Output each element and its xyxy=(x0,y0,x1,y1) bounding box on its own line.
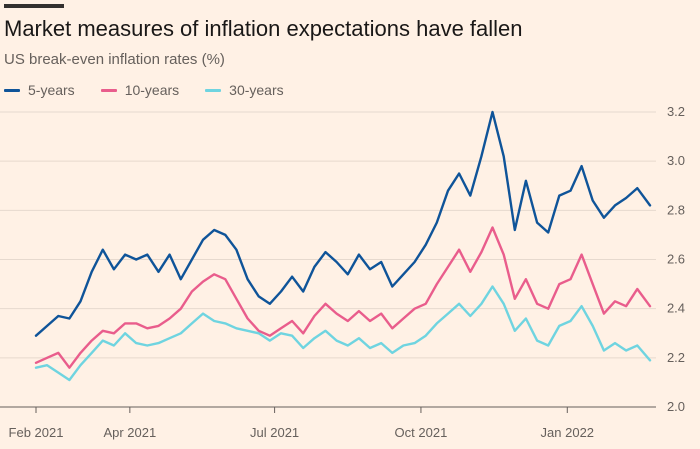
series-line-5-years xyxy=(34,110,652,337)
series-line-10-years xyxy=(34,226,652,369)
x-tick-label: Oct 2021 xyxy=(395,425,448,440)
y-tick-label: 2.0 xyxy=(667,399,685,414)
x-tick-label: Feb 2021 xyxy=(9,425,64,440)
legend-label-10-years: 10-years xyxy=(124,82,180,98)
legend-swatch-10-years xyxy=(100,88,117,92)
y-tick-label: 2.4 xyxy=(667,301,685,316)
series-line-30-years xyxy=(34,285,652,382)
chart-title: Market measures of inflation expectation… xyxy=(4,16,523,41)
legend-label-5-years: 5-years xyxy=(28,82,75,98)
x-tick-label: Jul 2021 xyxy=(250,425,299,440)
y-tick-label: 2.6 xyxy=(667,252,685,267)
legend-swatch-30-years xyxy=(205,88,222,92)
y-tick-label: 3.2 xyxy=(667,104,685,119)
legend-item-30-years: 30-years xyxy=(205,82,284,98)
header-rule xyxy=(4,4,64,8)
chart-subtitle: US break-even inflation rates (%) xyxy=(4,51,225,68)
legend-item-10-years: 10-years xyxy=(100,82,180,98)
y-tick-label: 2.8 xyxy=(667,202,685,217)
y-tick-label: 3.0 xyxy=(667,153,685,168)
x-tick-label: Jan 2022 xyxy=(541,425,595,440)
y-tick-label: 2.2 xyxy=(667,350,685,365)
legend-label-30-years: 30-years xyxy=(229,82,284,98)
legend-swatch-5-years xyxy=(4,88,20,92)
legend-item-5-years: 5-years xyxy=(4,82,75,98)
chart-legend: 5-years 10-years 30-years xyxy=(4,82,310,98)
x-tick-label: Apr 2021 xyxy=(103,425,156,440)
